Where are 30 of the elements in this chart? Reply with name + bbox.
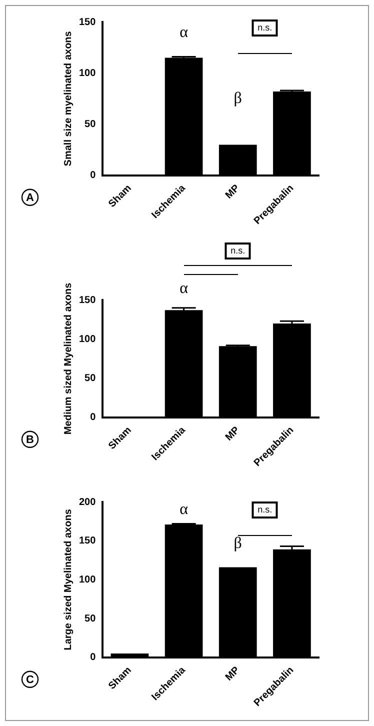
text: C: [26, 674, 34, 686]
y-tick-label: 150: [78, 16, 96, 28]
text: n.s.: [224, 242, 252, 260]
y-tick-label: 50: [84, 372, 96, 384]
y-tick-label: 150: [78, 536, 96, 547]
y-tick-label: 0: [90, 652, 96, 664]
text: B: [26, 434, 34, 446]
annotation: α: [180, 500, 188, 518]
y-tick-label: 50: [84, 613, 96, 624]
annotation: n.s.: [252, 501, 278, 518]
y-tick-label: 200: [78, 496, 96, 508]
text: α: [180, 280, 188, 298]
y-tick-label: 50: [84, 118, 96, 130]
y-tick-label: 100: [78, 334, 96, 345]
annotation: β: [234, 90, 242, 107]
text: A: [26, 192, 34, 204]
y-tick-label: 100: [78, 68, 96, 79]
y-tick-label: 0: [90, 170, 96, 182]
x-tick-label: MP: [224, 664, 242, 684]
annotation: n.s.: [252, 20, 278, 37]
annotation: β: [234, 534, 242, 552]
y-tick-label: 100: [78, 574, 96, 586]
x-tick-label: MP: [224, 424, 242, 444]
y-axis-title: Medium sized Myelinated axons: [62, 282, 74, 435]
y-axis-title: Small size myelinated axons: [62, 30, 74, 166]
y-tick-label: 0: [90, 412, 96, 424]
y-tick-label: 150: [78, 294, 96, 306]
annotation: α: [180, 24, 188, 41]
x-tick-label: MP: [224, 182, 242, 202]
y-axis-title: Large sized Myelinated axons: [62, 508, 74, 650]
